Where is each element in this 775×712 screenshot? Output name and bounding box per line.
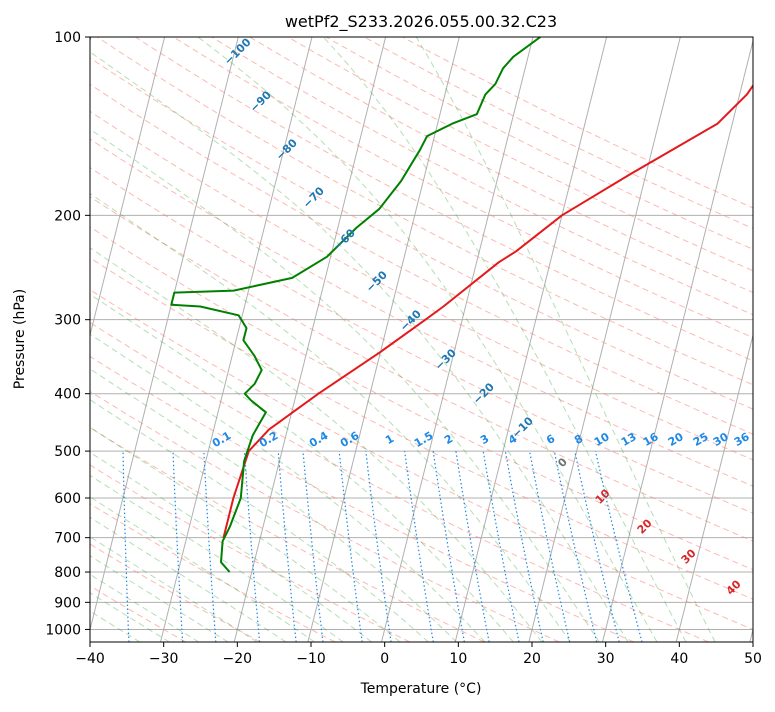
y-tick-label: 500: [54, 444, 81, 460]
y-axis-title: Pressure (hPa): [12, 289, 28, 389]
y-tick-label: 1000: [45, 622, 81, 638]
y-tick-label: 400: [54, 387, 81, 403]
x-tick-label: 30: [597, 651, 615, 667]
x-tick-label: −10: [296, 651, 326, 667]
y-tick-label: 900: [54, 595, 81, 611]
x-axis-title: Temperature (°C): [360, 681, 482, 697]
y-tick-label: 700: [54, 531, 81, 547]
x-tick-label: 40: [670, 651, 688, 667]
x-tick-label: −30: [149, 651, 179, 667]
x-tick-label: −20: [223, 651, 253, 667]
y-tick-label: 100: [54, 30, 81, 46]
x-tick-label: 0: [380, 651, 389, 667]
x-tick-label: 20: [523, 651, 541, 667]
x-tick-label: 10: [449, 651, 467, 667]
y-tick-label: 300: [54, 313, 81, 329]
y-tick-label: 800: [54, 565, 81, 581]
chart-title: wetPf2_S233.2026.055.00.32.C23: [285, 12, 557, 32]
x-tick-label: 50: [744, 651, 762, 667]
y-tick-label: 200: [54, 208, 81, 224]
x-tick-label: −40: [75, 651, 105, 667]
y-tick-label: 600: [54, 491, 81, 507]
